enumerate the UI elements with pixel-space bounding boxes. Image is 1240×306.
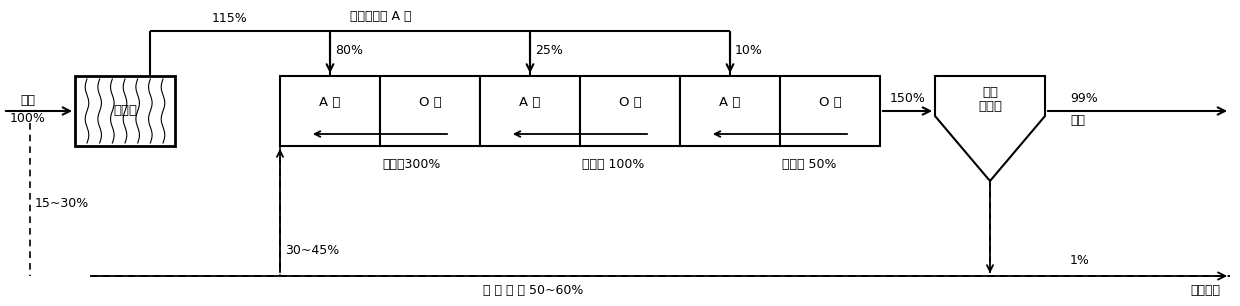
Text: 15~30%: 15~30%	[35, 197, 89, 210]
Polygon shape	[935, 76, 1045, 181]
Text: A 池: A 池	[719, 96, 740, 110]
Text: O 池: O 池	[818, 96, 842, 110]
Text: 污水分配到 A 池: 污水分配到 A 池	[350, 9, 412, 23]
Text: O 池: O 池	[419, 96, 441, 110]
Text: 150%: 150%	[889, 91, 925, 105]
Bar	[680, 76, 780, 146]
Text: 80%: 80%	[335, 44, 363, 57]
Text: A 池: A 池	[520, 96, 541, 110]
Text: 二次: 二次	[982, 87, 998, 99]
Text: O 池: O 池	[619, 96, 641, 110]
Text: 剩余污泥: 剩余污泥	[1190, 285, 1220, 297]
Text: 1%: 1%	[1070, 255, 1090, 267]
Text: 内回流300%: 内回流300%	[382, 158, 440, 170]
Bar	[780, 76, 880, 146]
Bar	[280, 76, 379, 146]
Text: 内回流 50%: 内回流 50%	[782, 158, 837, 170]
Text: 污 泥 回 流 50~60%: 污 泥 回 流 50~60%	[484, 285, 584, 297]
Text: 25%: 25%	[534, 44, 563, 57]
Text: 出水: 出水	[1070, 114, 1085, 126]
Text: 115%: 115%	[212, 13, 248, 25]
Text: 30~45%: 30~45%	[285, 244, 340, 258]
Text: 100%: 100%	[10, 113, 46, 125]
Text: 沉淀池: 沉淀池	[978, 100, 1002, 114]
Text: 污水: 污水	[21, 95, 36, 107]
Bar	[74, 76, 175, 146]
Bar	[480, 76, 580, 146]
Text: 厌氧池: 厌氧池	[113, 105, 136, 118]
Text: 内回流 100%: 内回流 100%	[582, 158, 645, 170]
Text: 10%: 10%	[735, 44, 763, 57]
Text: 99%: 99%	[1070, 91, 1097, 105]
Text: A 池: A 池	[320, 96, 341, 110]
Bar	[580, 76, 680, 146]
Bar	[379, 76, 480, 146]
